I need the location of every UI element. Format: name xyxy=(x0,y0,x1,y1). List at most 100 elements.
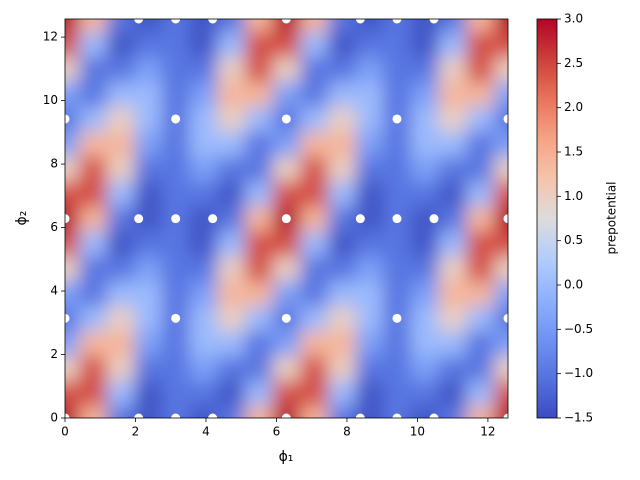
heatmap-cell xyxy=(189,355,218,382)
heatmap-cell xyxy=(189,380,218,406)
heatmap-cell xyxy=(355,81,384,107)
heatmap-cell xyxy=(410,231,440,257)
heatmap-cell xyxy=(383,255,412,282)
heatmap-cell xyxy=(466,380,495,406)
heatmap-cell xyxy=(217,355,246,382)
heatmap-cell xyxy=(272,280,301,307)
heatmap-cell xyxy=(217,280,246,307)
heatmap-cell xyxy=(438,355,467,382)
heatmap-cell xyxy=(161,31,191,58)
heatmap-cell xyxy=(466,156,495,182)
heatmap-cell xyxy=(383,380,412,406)
heatmap-cell xyxy=(78,255,108,282)
critical-point xyxy=(355,214,365,224)
heatmap-cell xyxy=(106,31,135,58)
heatmap-cell xyxy=(355,305,384,332)
heatmap-cell xyxy=(355,131,384,157)
heatmap-cell xyxy=(410,255,440,282)
heatmap-cell xyxy=(78,19,108,33)
x-tick-label: 12 xyxy=(480,425,495,439)
critical-point xyxy=(65,114,70,124)
heatmap-cell xyxy=(161,355,191,382)
heatmap-cell xyxy=(189,106,218,132)
heatmap-cell xyxy=(106,231,135,257)
heatmap-cell xyxy=(327,355,357,382)
heatmap-cell xyxy=(134,156,163,182)
heatmap-cell xyxy=(272,131,301,157)
heatmap-cell xyxy=(410,355,440,382)
heatmap-cell xyxy=(300,280,329,307)
heatmap-cell xyxy=(217,380,246,406)
heatmap-cell xyxy=(65,330,80,357)
heatmap-cell xyxy=(438,56,467,83)
heatmap-cell xyxy=(494,106,508,132)
heatmap-cell xyxy=(78,56,108,83)
heatmap-cell xyxy=(161,255,191,282)
heatmap-cell xyxy=(327,405,357,418)
heatmap-cell xyxy=(244,355,274,382)
heatmap-cell xyxy=(134,305,163,332)
critical-point xyxy=(134,19,144,24)
heatmap-cell xyxy=(466,31,495,58)
heatmap-cell xyxy=(78,405,108,418)
critical-point xyxy=(429,214,439,224)
x-tick-label: 6 xyxy=(273,425,281,439)
heatmap-cell xyxy=(78,181,108,207)
critical-point xyxy=(392,313,402,323)
heatmap-cell xyxy=(438,231,467,257)
heatmap-cell xyxy=(410,131,440,157)
heatmap-cell xyxy=(244,131,274,157)
heatmap-cell xyxy=(494,181,508,207)
heatmap-cell xyxy=(217,156,246,182)
critical-point xyxy=(171,19,181,24)
heatmap-cell xyxy=(106,380,135,406)
heatmap-cell xyxy=(355,106,384,132)
heatmap-cell xyxy=(244,206,274,232)
heatmap-cell xyxy=(78,305,108,332)
y-axis-label: ϕ₂ xyxy=(14,211,30,226)
y-tick-label: 10 xyxy=(43,93,58,107)
heatmap-cell xyxy=(134,19,163,33)
heatmap-cell xyxy=(494,19,508,33)
y-tick-label: 12 xyxy=(43,30,58,44)
heatmap-cell xyxy=(383,31,412,58)
heatmap-cell xyxy=(466,255,495,282)
critical-point xyxy=(134,214,144,224)
heatmap-cell xyxy=(383,81,412,107)
colorbar-tick-label: 1.5 xyxy=(564,145,583,159)
heatmap-cell xyxy=(327,131,357,157)
heatmap-cell xyxy=(244,156,274,182)
heatmap-cell xyxy=(438,280,467,307)
critical-point xyxy=(392,114,402,124)
heatmap-cell xyxy=(410,280,440,307)
heatmap-cell xyxy=(300,231,329,257)
heatmap-cell xyxy=(438,131,467,157)
heatmap-cell xyxy=(438,156,467,182)
colorbar-label: prepotential xyxy=(605,181,619,254)
heatmap-cell xyxy=(189,131,218,157)
heatmap-cell xyxy=(383,181,412,207)
critical-point xyxy=(392,19,402,24)
heatmap-cell xyxy=(134,81,163,107)
heatmap-cell xyxy=(244,31,274,58)
heatmap-cell xyxy=(383,19,412,33)
heatmap-cell xyxy=(65,56,80,83)
critical-point xyxy=(208,413,218,418)
heatmap-cell xyxy=(438,380,467,406)
heatmap-cell xyxy=(466,305,495,332)
heatmap-cell xyxy=(217,19,246,33)
heatmap-cell xyxy=(327,206,357,232)
heatmap-cell xyxy=(355,19,384,33)
heatmap-cell xyxy=(272,355,301,382)
critical-point xyxy=(429,19,439,24)
critical-point xyxy=(281,214,291,224)
heatmap-cell xyxy=(161,19,191,33)
heatmap-cell xyxy=(244,280,274,307)
critical-point xyxy=(281,313,291,323)
heatmap-cell xyxy=(161,330,191,357)
heatmap-cell xyxy=(355,31,384,58)
heatmap-cell xyxy=(355,380,384,406)
heatmap-cell xyxy=(438,19,467,33)
critical-point xyxy=(134,413,144,418)
heatmap-cell xyxy=(327,255,357,282)
